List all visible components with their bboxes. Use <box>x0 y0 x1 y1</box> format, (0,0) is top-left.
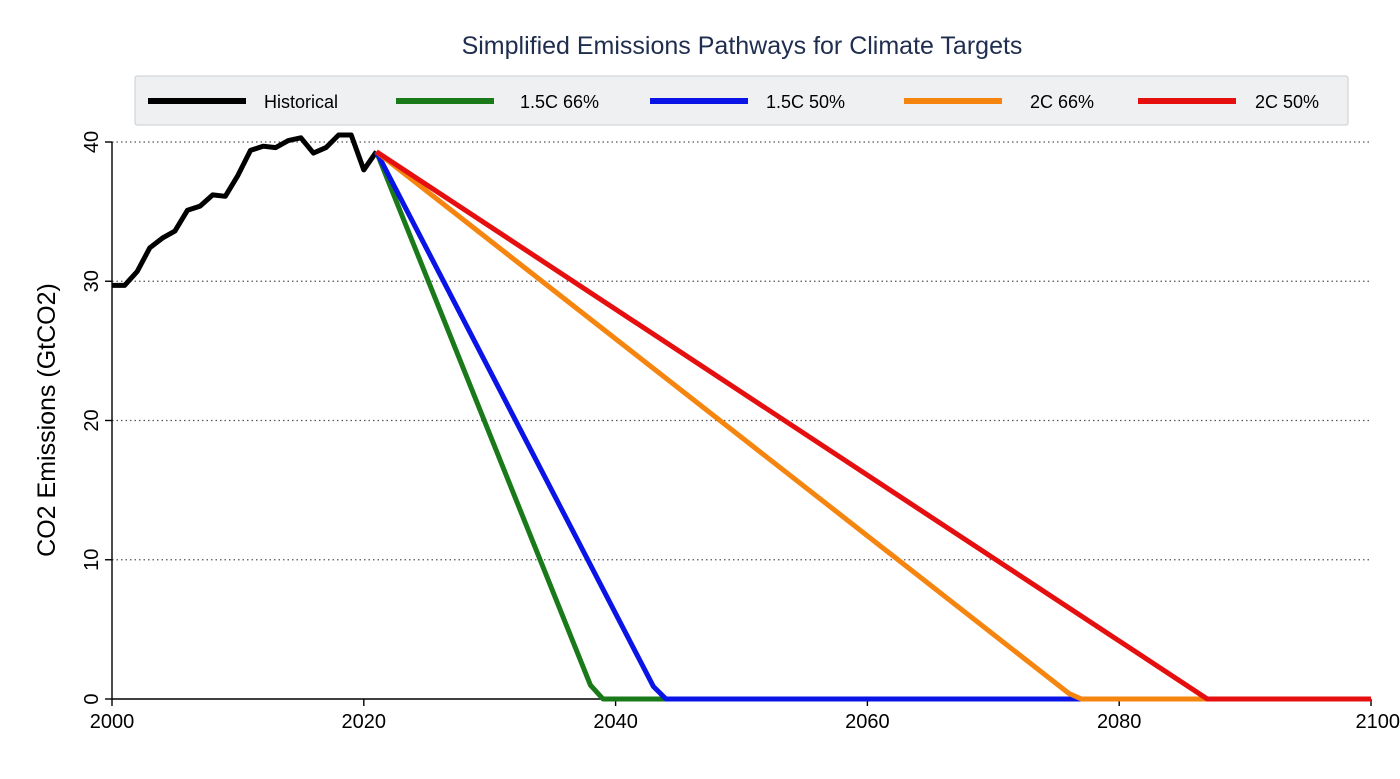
x-tick-label-2060: 2060 <box>845 711 890 733</box>
x-tick-label-2080: 2080 <box>1097 711 1142 733</box>
grid <box>112 141 1371 561</box>
legend-label-2c-66: 2C 66% <box>1030 92 1094 112</box>
legend: Historical 1.5C 66% 1.5C 50% 2C 66% 2C 50% <box>134 75 1349 126</box>
x-tick-label-2100: 2100 <box>1356 711 1400 733</box>
y-tick-label-10: 10 <box>81 549 103 571</box>
legend-item-1-5c-66: 1.5C 66% <box>396 92 599 112</box>
legend-label-historical: Historical <box>264 92 338 112</box>
legend-label-1-5c-66: 1.5C 66% <box>520 92 599 112</box>
legend-item-2c-50: 2C 50% <box>1138 92 1319 112</box>
legend-item-1-5c-50: 1.5C 50% <box>650 92 845 112</box>
series-line-1-5c-66 <box>374 150 1371 702</box>
series-line-historical <box>112 132 379 288</box>
x-tick-label-2040: 2040 <box>593 711 638 733</box>
legend-label-2c-50: 2C 50% <box>1255 92 1319 112</box>
y-tick-label-0: 0 <box>81 693 103 704</box>
y-tick-label-40: 40 <box>81 131 103 153</box>
legend-item-2c-66: 2C 66% <box>904 92 1094 112</box>
y-axis-label: CO2 Emissions (GtCO2) <box>33 283 61 557</box>
chart-title: Simplified Emissions Pathways for Climat… <box>462 32 1023 60</box>
y-tick-label-30: 30 <box>81 270 103 292</box>
x-tick-label-2000: 2000 <box>90 711 135 733</box>
axes: 0 10 20 30 40 2000 2020 2040 2060 2080 2100 <box>81 131 1400 733</box>
x-tick-label-2020: 2020 <box>342 711 387 733</box>
series-line-2c-66 <box>374 149 1371 702</box>
series-lines <box>112 132 1371 702</box>
y-tick-label-20: 20 <box>81 409 103 431</box>
series-line-1-5c-50 <box>374 150 1371 702</box>
legend-item-historical: Historical <box>148 92 338 112</box>
legend-label-1-5c-50: 1.5C 50% <box>766 92 845 112</box>
series-line-2c-50 <box>375 149 1371 702</box>
